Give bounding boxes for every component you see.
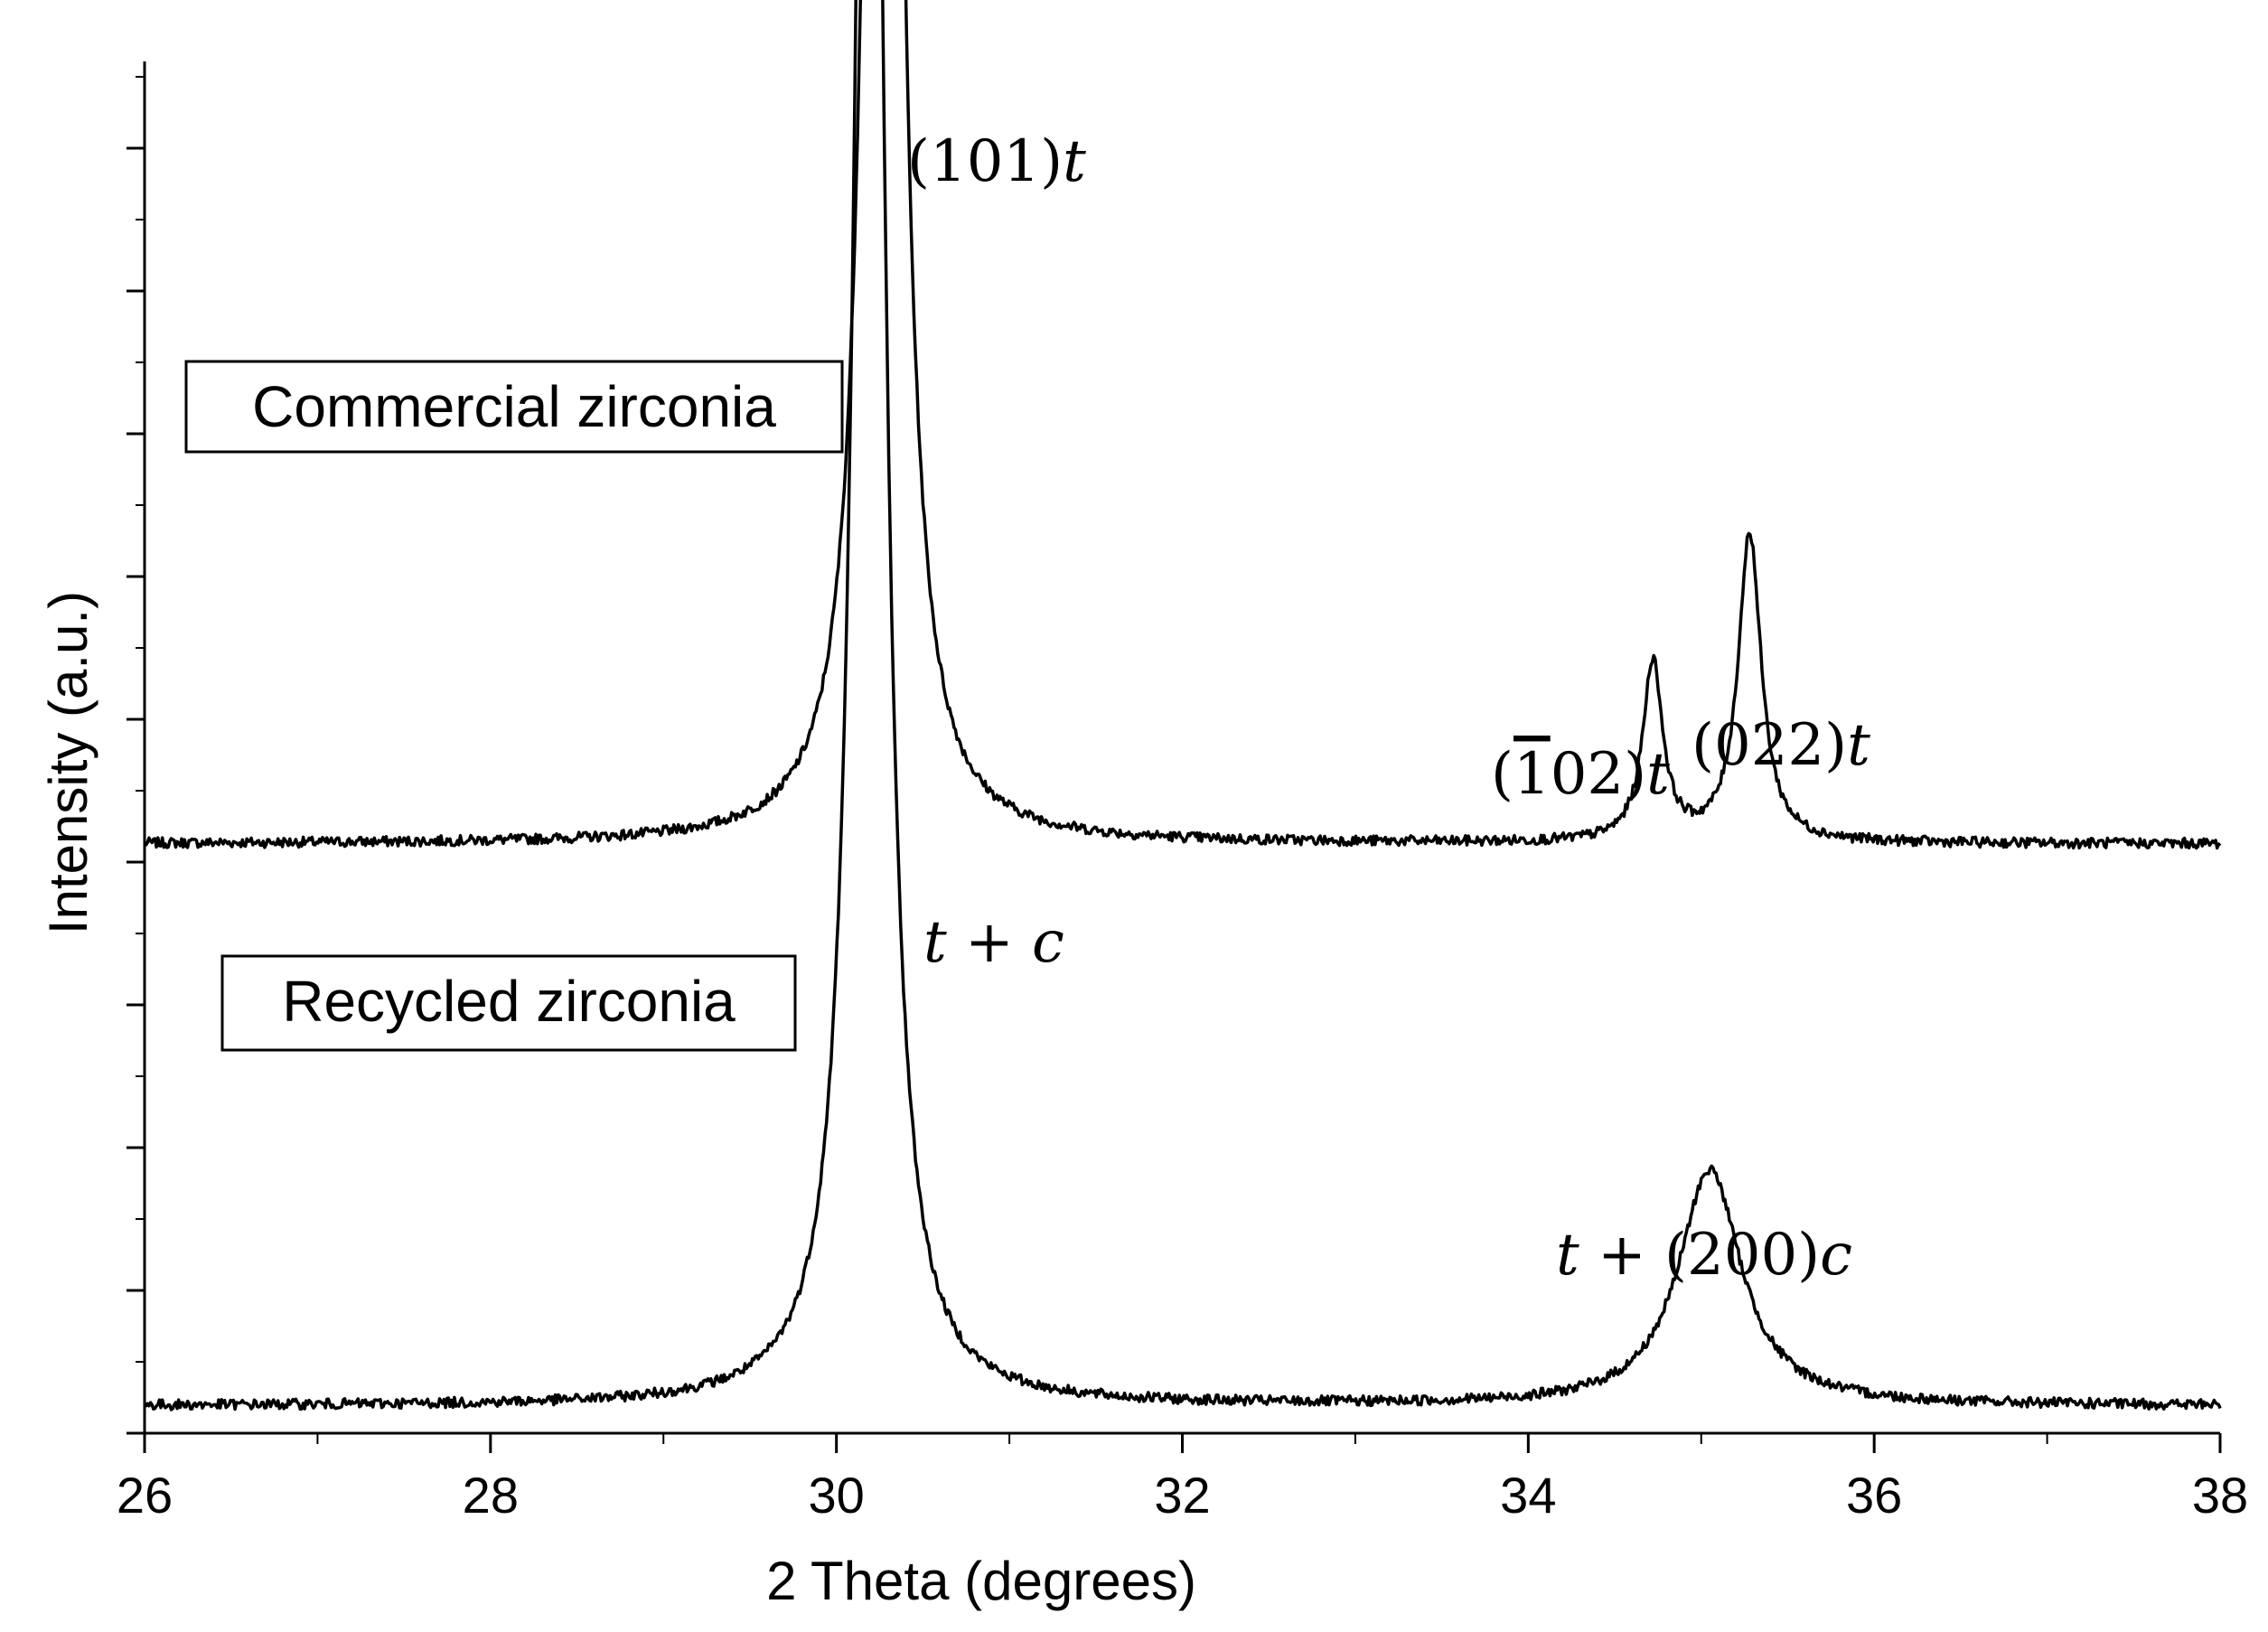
peak-label-101t-phase: t [1063, 128, 1086, 195]
x-axis-title: 2 Theta (degrees) [766, 1551, 1196, 1611]
peak-label-101t: (101)t [907, 128, 1086, 195]
x-ticks: 26 28 30 32 34 36 38 [117, 1433, 2248, 1524]
x-tick-label: 30 [809, 1467, 865, 1524]
peak-label-t-200c-c: c [1820, 1222, 1852, 1289]
legend-commercial-text: Commercial zirconia [252, 374, 776, 439]
peak-label-t-plus-c-plus: + [947, 909, 1032, 976]
peak-label-t-200c-index: + (200) [1579, 1222, 1820, 1289]
legend-recycled: Recycled zirconia [220, 954, 797, 1052]
peak-label-102t-open: ( [1491, 741, 1514, 808]
peak-label-102t: (102)t [1491, 741, 1670, 808]
peak-label-t-200c: t + (200)c [1556, 1222, 1852, 1289]
series-line-recycled [143, 0, 2222, 1412]
peak-label-102t-barred-digit: 1 [1514, 741, 1551, 808]
series-group [143, 0, 2222, 1412]
y-axis-title: Intensity (a.u.) [38, 591, 98, 934]
x-tick-label: 34 [1500, 1467, 1556, 1524]
legend-commercial-box [184, 360, 844, 454]
legend-commercial: Commercial zirconia [184, 360, 844, 454]
peak-label-t-plus-c: t + c [923, 909, 1064, 976]
peak-label-t-200c-t: t [1556, 1222, 1579, 1289]
x-tick-label: 38 [2192, 1467, 2248, 1524]
x-tick-label: 32 [1154, 1467, 1210, 1524]
series-line-commercial [143, 0, 2222, 850]
peak-label-t-plus-c-t: t [923, 909, 947, 976]
peak-label-101t-index: (101) [907, 128, 1063, 195]
peak-label-t-plus-c-c: c [1032, 909, 1064, 976]
x-tick-label: 36 [1846, 1467, 1902, 1524]
y-ticks [127, 76, 145, 1435]
peak-label-022t: (022)t [1692, 712, 1870, 779]
peak-label-022t-index: (022) [1692, 712, 1847, 779]
peak-label-102t-phase: t [1646, 741, 1670, 808]
axes: 26 28 30 32 34 36 38 [117, 61, 2248, 1524]
peak-label-022t-phase: t [1847, 712, 1870, 779]
legend-recycled-text: Recycled zirconia [282, 969, 736, 1034]
x-tick-label: 28 [463, 1467, 519, 1524]
legend-recycled-box [220, 954, 797, 1052]
x-tick-label: 26 [117, 1467, 173, 1524]
peak-label-102t-rest: 02) [1551, 741, 1646, 808]
